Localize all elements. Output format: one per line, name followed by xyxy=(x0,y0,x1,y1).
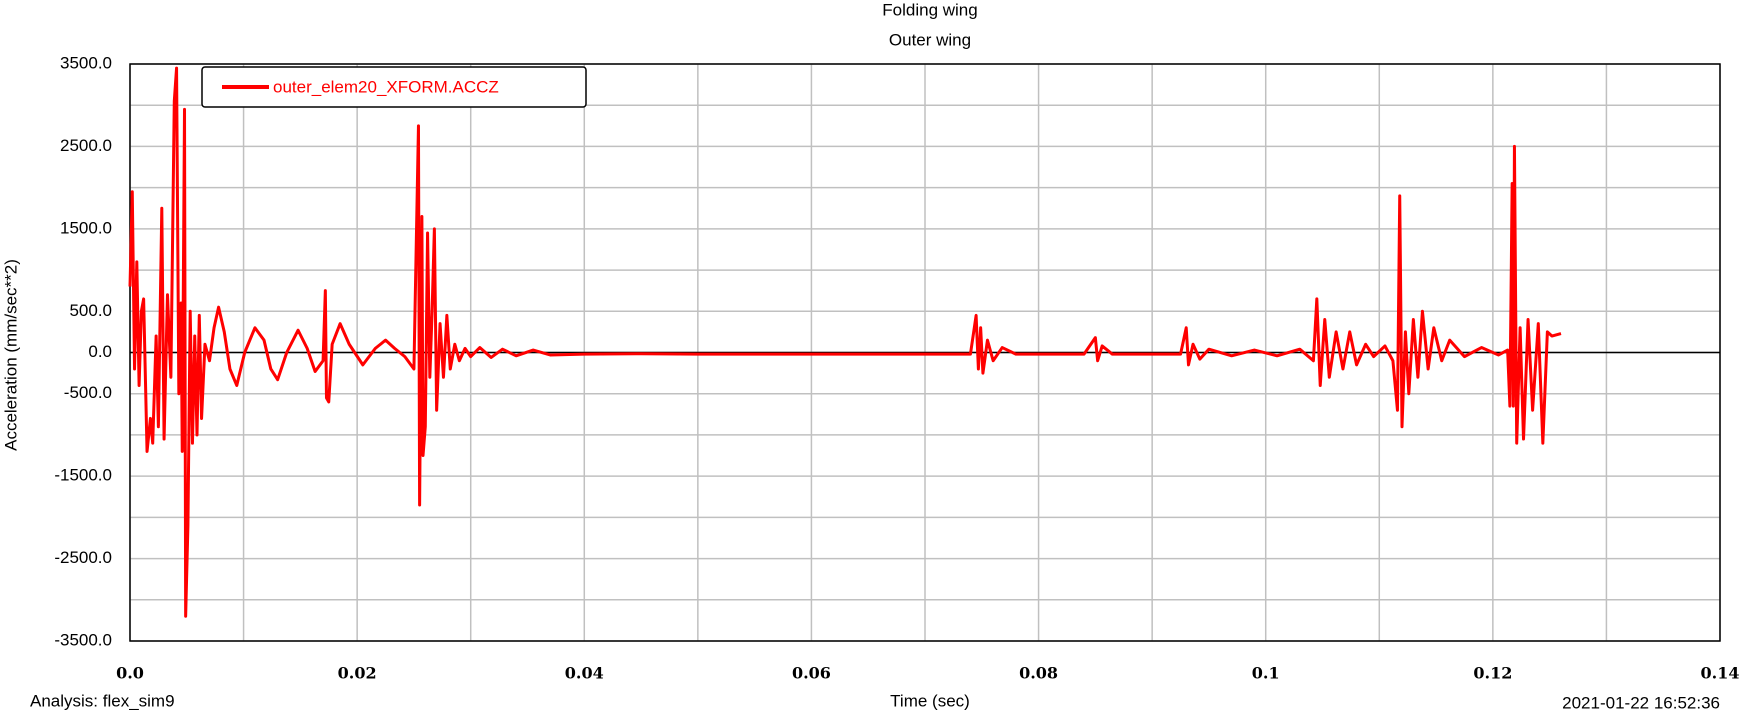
chart-title: Folding wing xyxy=(882,0,977,19)
x-tick-label: 0.08 xyxy=(1019,664,1058,683)
x-tick-label: 0.12 xyxy=(1473,664,1512,683)
analysis-label: Analysis: flex_sim9 xyxy=(30,691,175,710)
y-tick-label: -500.0 xyxy=(64,383,112,402)
y-tick-label: 2500.0 xyxy=(60,136,112,155)
legend-box xyxy=(201,66,587,108)
x-tick-label: 0.14 xyxy=(1701,664,1740,683)
timestamp: 2021-01-22 16:52:36 xyxy=(1562,693,1720,712)
series-line xyxy=(128,66,1562,618)
y-tick-label: -3500.0 xyxy=(54,630,112,649)
y-tick-label: 1500.0 xyxy=(60,218,112,237)
x-tick-label: 0.06 xyxy=(792,664,831,683)
x-tick-label: 0.02 xyxy=(338,664,377,683)
x-axis-label: Time (sec) xyxy=(890,691,970,710)
y-tick-label: -2500.0 xyxy=(54,548,112,567)
plot-frame xyxy=(129,63,1721,642)
x-tick-label: 0.0 xyxy=(116,664,144,683)
y-tick-label: 500.0 xyxy=(69,301,112,320)
x-tick-label: 0.1 xyxy=(1252,664,1280,683)
y-axis-label: Acceleration (mm/sec**2) xyxy=(1,259,20,451)
legend-label: outer_elem20_XFORM.ACCZ xyxy=(273,77,499,96)
x-tick-label: 0.04 xyxy=(565,664,604,683)
chart-subtitle: Outer wing xyxy=(889,30,971,49)
y-tick-label: 3500.0 xyxy=(60,53,112,72)
y-tick-label: -1500.0 xyxy=(54,466,112,485)
y-tick-label: 0.0 xyxy=(88,342,112,361)
